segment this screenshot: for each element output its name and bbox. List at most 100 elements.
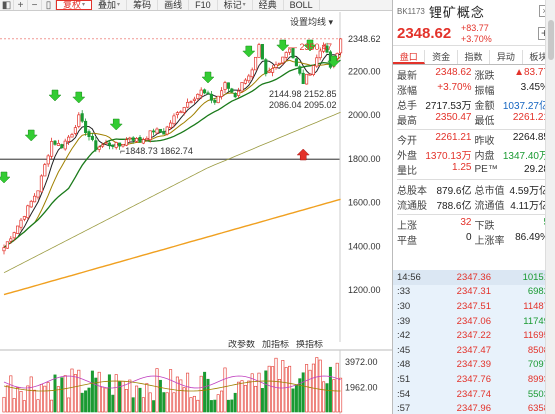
- quote-label: 总股本: [397, 186, 427, 197]
- volume-bar: [220, 390, 224, 413]
- candle-body: [267, 70, 271, 73]
- candle-body: [111, 144, 115, 147]
- panel-scrollbar[interactable]: [545, 0, 555, 414]
- candle-body: [158, 128, 162, 133]
- toolbar-icon-0[interactable]: ◧: [0, 0, 14, 10]
- candle-body: [114, 142, 118, 148]
- candle-body: [155, 128, 159, 134]
- tick-price: 2347.51: [456, 300, 491, 312]
- quote-label: 最高: [397, 116, 417, 127]
- volume-bar: [325, 383, 329, 413]
- candle-body: [216, 95, 220, 104]
- volume-bar: [63, 375, 67, 413]
- toolbar-button-1[interactable]: 叠加 ▾: [92, 0, 128, 10]
- volume-bar: [43, 385, 47, 413]
- volume-chart[interactable]: 改参数 加指标 换指标 3972.00 1962.00: [0, 340, 392, 414]
- candle-body: [325, 45, 329, 53]
- quote-label: 今开: [397, 136, 417, 147]
- quote-cell: 最新 2348.62: [397, 67, 475, 82]
- toolbar-button-label: F10: [195, 0, 211, 10]
- toolbar-icon-1[interactable]: +: [14, 0, 28, 10]
- panel-tab-1[interactable]: 资金: [425, 50, 458, 64]
- volume-bar: [192, 395, 196, 413]
- tick-price: 2347.47: [456, 344, 491, 356]
- buy-signal-arrow: [296, 148, 310, 161]
- candle-body: [165, 126, 169, 135]
- volume-bar: [12, 398, 16, 413]
- toolbar-button-0[interactable]: 复权 ▾: [56, 0, 93, 10]
- panel-tab-2[interactable]: 指数: [458, 50, 491, 64]
- volume-bar: [16, 387, 20, 413]
- toolbar-icon-2[interactable]: −: [28, 0, 42, 10]
- volume-tab-2[interactable]: 换指标: [296, 340, 323, 349]
- quote-label: 流通值: [474, 201, 505, 212]
- candle-body: [12, 232, 16, 239]
- volume-bar: [271, 366, 275, 413]
- candle-body: [87, 131, 91, 137]
- ma20-line: [3, 59, 341, 249]
- panel-tabs: 盘口 资金 指数 异动 板块: [393, 50, 555, 65]
- toolbar-button-2[interactable]: 筹码: [127, 0, 159, 10]
- candle-body: [46, 155, 50, 165]
- chevron-down-icon: ▾: [117, 2, 121, 8]
- toolbar-button-4[interactable]: F10: [189, 0, 218, 10]
- volume-bar: [97, 371, 101, 413]
- volume-tab-0[interactable]: 改参数: [228, 340, 255, 349]
- toolbar-button-3[interactable]: 画线: [158, 0, 190, 10]
- toolbar-button-7[interactable]: BOLL: [284, 0, 320, 10]
- candle-body: [223, 82, 227, 90]
- candle-body: [73, 127, 77, 134]
- volume-bar: [291, 388, 295, 413]
- quote-row: 总股本 879.6亿 总市值 4.59万亿: [397, 182, 552, 197]
- candle-body: [240, 82, 244, 92]
- sell-signal-arrow: [48, 89, 62, 102]
- quote-value: 29.28: [523, 164, 549, 175]
- candle-body: [43, 164, 47, 177]
- toolbar-button-6[interactable]: 经典: [253, 0, 284, 10]
- quote-label: 最低: [474, 116, 495, 127]
- volume-bar: [135, 385, 139, 413]
- panel-tab-0[interactable]: 盘口: [393, 50, 426, 64]
- quote-row: 外盘 1370.13万 内盘 1347.40万: [397, 147, 552, 162]
- volume-tab-1[interactable]: 加指标: [262, 340, 289, 349]
- sell-signal-arrow: [276, 39, 290, 52]
- candle-body: [145, 137, 149, 141]
- candlestick-chart[interactable]: — 2350.47 ⌐1848.73 1862.74 2144.98 2152.85…: [0, 12, 392, 342]
- sell-signal-arrow: [303, 39, 317, 52]
- candle-body: [53, 140, 57, 145]
- tick-price: 2347.36: [456, 271, 491, 283]
- candle-body: [192, 98, 196, 101]
- scroll-thumb[interactable]: [548, 20, 554, 60]
- quote-value: 2261.21: [435, 132, 472, 143]
- low-annotation: ⌐1848.73 1862.74: [120, 146, 193, 156]
- tick-row: 14:56 2347.36 10151: [393, 270, 555, 285]
- quote-cell: 振幅 3.45%: [475, 82, 553, 97]
- tick-price: 2347.96: [456, 403, 491, 414]
- toolbar-button-5[interactable]: 标记 ▾: [218, 0, 253, 10]
- quote-row: 最高 2350.47 最低 2261.21: [397, 112, 552, 127]
- candle-body: [226, 82, 230, 89]
- toolbar-button-label: 经典: [258, 0, 277, 10]
- quote-label: 总手: [397, 101, 417, 112]
- tick-volume: 7097: [527, 359, 549, 371]
- candle-body: [162, 131, 166, 135]
- quote-table: 最新 2348.62 涨跌 ▲83.77 涨幅 +3.70% 振幅 3.45% 总手 2717.5…: [393, 65, 555, 247]
- volume-bar: [104, 387, 108, 413]
- candle-body: [237, 90, 241, 96]
- candle-body: [63, 140, 67, 150]
- quote-label: 外盘: [397, 151, 417, 162]
- volume-bar: [247, 380, 251, 413]
- chevron-down-icon: ▾: [242, 2, 246, 8]
- volume-bar: [19, 391, 23, 413]
- volume-bar: [305, 364, 309, 413]
- quote-value: 1370.13万: [425, 151, 472, 162]
- tick-price: 2347.31: [456, 286, 491, 298]
- price-row: 2348.62 +83.77 +3.70% +: [393, 22, 555, 46]
- candle-body: [189, 101, 193, 104]
- volume-bar: [124, 389, 128, 413]
- ma-settings-button[interactable]: 设置均线 ▾: [290, 17, 334, 27]
- candle-body: [294, 58, 298, 67]
- quote-label: 平盘: [397, 236, 417, 247]
- toolbar-icon-3[interactable]: ▯: [42, 0, 56, 10]
- panel-tab-3[interactable]: 异动: [490, 50, 523, 64]
